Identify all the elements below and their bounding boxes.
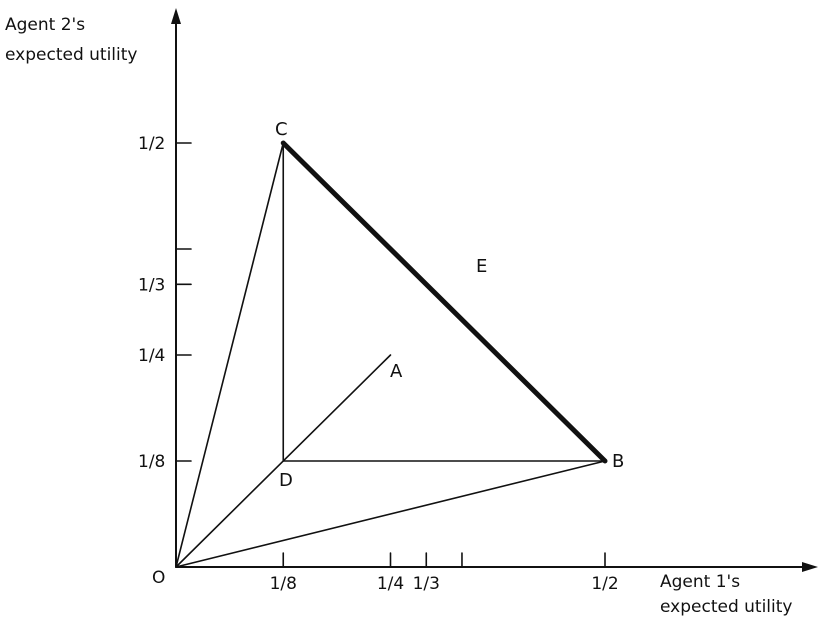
axis-ticks	[175, 142, 606, 568]
y-tick-label: 1/2	[138, 134, 165, 154]
y-axis-arrowhead	[171, 8, 181, 24]
y-tick-label: 1/3	[138, 275, 165, 295]
point-label-d: D	[279, 470, 293, 491]
x-tick-label: 1/4	[377, 574, 404, 594]
diagram-lines	[171, 8, 818, 572]
x-tick-label: 1/8	[270, 574, 297, 594]
x-axis-arrowhead	[802, 562, 818, 572]
line-o-b	[175, 460, 606, 568]
y-tick-label: 1/8	[138, 452, 165, 472]
point-label-a: A	[390, 361, 403, 382]
y-axis-title-line2: expected utility	[5, 45, 137, 65]
x-tick-label: 1/2	[591, 574, 618, 594]
x-axis-title-line1: Agent 1's	[660, 572, 740, 592]
x-tick-label: 1/3	[413, 574, 440, 594]
origin-label: O	[152, 568, 165, 588]
x-axis-title-line2: expected utility	[660, 597, 792, 617]
y-tick-label: 1/4	[138, 346, 165, 366]
pareto-frontier-c-e-b	[280, 140, 608, 464]
y-axis-title-line1: Agent 2's	[5, 15, 85, 35]
line-o-c	[175, 142, 285, 568]
point-label-e: E	[476, 256, 487, 277]
point-label-b: B	[612, 451, 624, 472]
axis-tick-labels: 1/8 1/4 1/3 1/2 1/8 1/4 1/3 1/2	[138, 134, 619, 594]
point-label-c: C	[275, 119, 288, 140]
